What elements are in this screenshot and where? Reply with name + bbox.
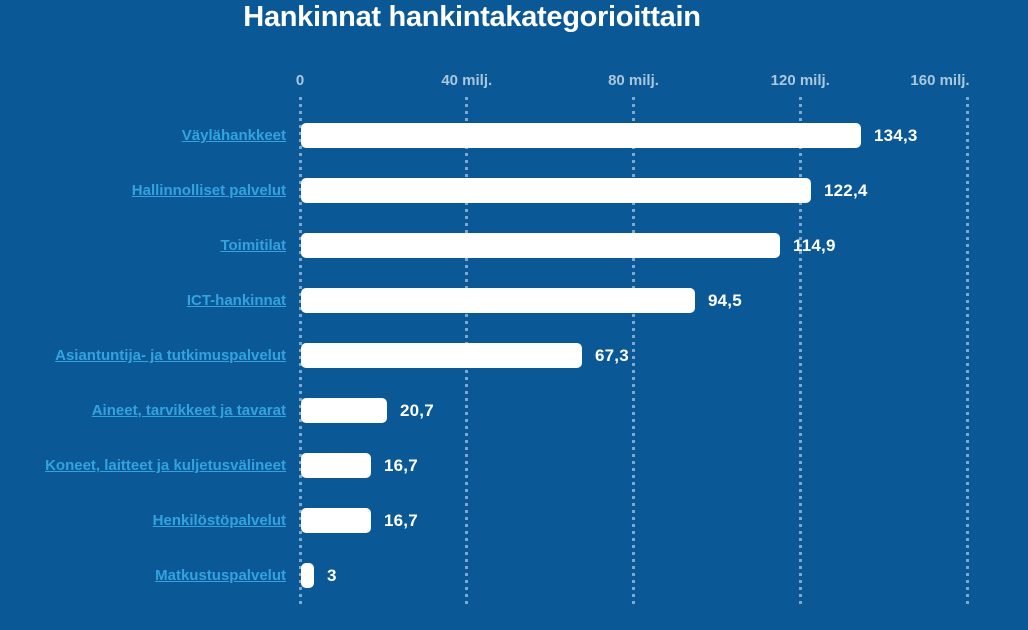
value-label: 67,3 <box>595 346 629 365</box>
category-link[interactable]: Aineet, tarvikkeet ja tavarat <box>91 402 286 419</box>
value-label: 114,9 <box>793 236 836 255</box>
gridline <box>798 97 802 605</box>
bar[interactable] <box>301 288 695 313</box>
category-label: Matkustuspalvelut <box>0 563 286 588</box>
category-label: Toimitilat <box>0 233 286 258</box>
gridline <box>632 97 635 605</box>
bar[interactable] <box>301 178 811 203</box>
bar[interactable] <box>301 123 861 148</box>
bar[interactable] <box>301 563 314 588</box>
bar[interactable] <box>301 508 371 533</box>
category-link[interactable]: Henkilöstöpalvelut <box>152 512 286 529</box>
value-label: 20,7 <box>400 401 434 420</box>
chart-title: Hankinnat hankintakategorioittain <box>243 1 701 33</box>
category-link[interactable]: Koneet, laitteet ja kuljetusvälineet <box>45 457 286 474</box>
bar[interactable] <box>301 343 582 368</box>
x-axis-tick-label: 120 milj. <box>770 72 830 89</box>
x-axis-tick-label: 80 milj. <box>608 72 659 89</box>
x-axis-tick-label: 40 milj. <box>441 72 493 89</box>
category-label: Hallinnolliset palvelut <box>0 178 286 203</box>
value-label: 16,7 <box>384 511 418 530</box>
x-axis-tick-label: 0 <box>295 72 305 89</box>
category-link[interactable]: Asiantuntija- ja tutkimuspalvelut <box>55 347 286 364</box>
category-label: ICT-hankinnat <box>0 288 286 313</box>
x-axis-tick-label: 160 milj. <box>910 72 970 89</box>
gridline <box>965 97 969 605</box>
category-label: Henkilöstöpalvelut <box>0 508 286 533</box>
category-link[interactable]: ICT-hankinnat <box>186 292 286 309</box>
category-link[interactable]: Väylähankkeet <box>181 127 286 144</box>
value-label: 16,7 <box>384 456 418 475</box>
category-label: Aineet, tarvikkeet ja tavarat <box>0 398 286 423</box>
value-label: 94,5 <box>708 291 742 310</box>
category-label: Väylähankkeet <box>0 123 286 148</box>
category-link[interactable]: Hallinnolliset palvelut <box>131 182 286 199</box>
gridline <box>298 97 302 605</box>
value-label: 3 <box>327 566 337 585</box>
category-link[interactable]: Matkustuspalvelut <box>155 567 286 584</box>
category-label: Koneet, laitteet ja kuljetusvälineet <box>0 453 286 478</box>
value-label: 122,4 <box>824 181 868 200</box>
category-link[interactable]: Toimitilat <box>220 237 286 254</box>
bar[interactable] <box>301 453 371 478</box>
category-label: Asiantuntija- ja tutkimuspalvelut <box>0 343 286 368</box>
value-label: 134,3 <box>874 126 918 145</box>
bar[interactable] <box>301 398 387 423</box>
bar[interactable] <box>301 233 780 258</box>
